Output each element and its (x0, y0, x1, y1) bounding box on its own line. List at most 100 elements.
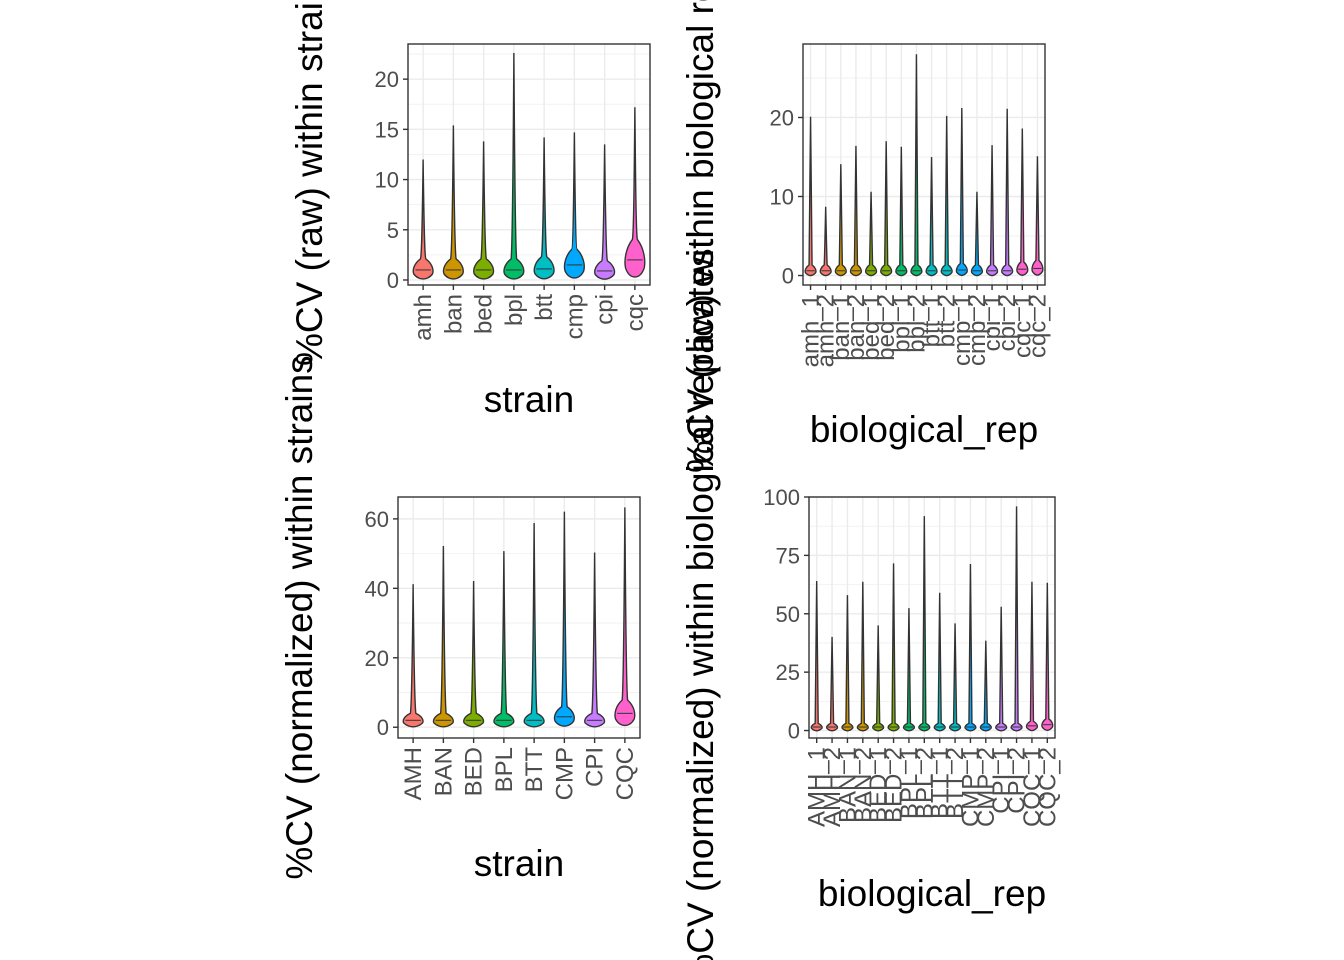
y-tick-label: 40 (365, 576, 389, 601)
y-tick-label: 0 (788, 719, 800, 744)
y-tick-label: 20 (375, 67, 399, 92)
y-tick-label: 25 (776, 660, 800, 685)
violin-BPL_1 (902, 608, 916, 732)
x-axis-title: strain (474, 843, 564, 884)
violin-CMP (553, 511, 575, 727)
x-tick-label-CQC_1: CQC_1 (1019, 747, 1046, 827)
violin-AMH (402, 584, 424, 728)
x-tick-label-CQC_2: CQC_2 (1034, 747, 1061, 827)
x-tick-label-bed_2: bed_2 (873, 294, 900, 361)
x-tick-label-cqc_2: cqc_2 (1024, 294, 1051, 358)
x-tick-label-CQC: CQC (612, 747, 639, 800)
y-tick-label: 0 (377, 715, 389, 740)
x-tick-label-cmp_2: cmp_2 (964, 294, 991, 366)
panel-raw-biological-rep: 0 10 20 amh_1amh_2ban_1ban_2bed_1bed_2bpl_1… (680, 0, 1051, 473)
violin-BED_2 (887, 563, 900, 732)
x-tick-label-AMH_2: AMH_2 (819, 747, 846, 827)
violin-ban (442, 125, 464, 280)
violin-BTT_1 (933, 592, 946, 732)
x-tick-label-BED: BED (461, 747, 488, 796)
x-tick-label-bpl_2: bpl_2 (903, 294, 930, 353)
x-tick-label-cpi: cpi (592, 294, 619, 325)
y-tick-label: 100 (763, 485, 800, 510)
violin-amh (412, 159, 434, 280)
x-tick-label-btt_1: btt_1 (919, 294, 946, 347)
violin-cqc_1 (1016, 128, 1029, 276)
y-axis-title: %CV (raw) within strains (289, 0, 330, 366)
x-tick-label-BED_1: BED_1 (865, 747, 892, 823)
y-tick-label: 10 (375, 168, 399, 193)
violin-bpl_1 (895, 146, 908, 277)
x-tick-label-BPL_2: BPL_2 (911, 747, 938, 819)
x-tick-label-BTT_1: BTT_1 (927, 747, 954, 819)
x-tick-label-BPL_1: BPL_1 (896, 747, 923, 819)
x-tick-label-CMP_1: CMP_1 (957, 747, 984, 827)
x-tick-label-bpl_1: bpl_1 (888, 294, 915, 353)
x-tick-label-BED_2: BED_2 (881, 747, 908, 823)
violin-cmp_2 (970, 191, 984, 277)
violin-btt_2 (940, 115, 953, 277)
panel-normalized-biological-rep: 0 25 50 75 100 AMH_1AMH_2BAN_1BAN_2BED_1BED_2… (680, 248, 1061, 960)
violin-cqc_2 (1031, 156, 1044, 276)
violin-BAN (432, 545, 454, 728)
y-tick-label: 20 (365, 646, 389, 671)
violin-bpl (503, 53, 525, 280)
x-tick-label-cmp_1: cmp_1 (949, 294, 976, 366)
x-tick-label-ban_2: ban_2 (843, 294, 870, 361)
panel-border (808, 496, 1056, 739)
violin-CPI (584, 552, 606, 728)
x-tick-label-cqc_1: cqc_1 (1009, 294, 1036, 358)
violin-cpi_2 (1001, 108, 1014, 277)
x-tick-label-bpl: bpl (501, 294, 528, 326)
violin-AMH_2 (825, 636, 839, 732)
y-tick-label: 15 (375, 117, 399, 142)
x-tick-label-BAN_1: BAN_1 (834, 747, 861, 823)
violin-btt_1 (925, 156, 938, 277)
y-axis-title: %CV (normalized) within strains (279, 355, 320, 879)
x-axis-title: biological_rep (818, 873, 1046, 914)
x-tick-label-AMH: AMH (400, 747, 427, 800)
violin-BPL_2 (918, 516, 931, 732)
violin-BTT_2 (948, 623, 962, 732)
violin-ban_2 (849, 145, 863, 277)
y-axis-title: %CV (raw) within biological replicates (680, 0, 721, 473)
x-tick-label-CMP_2: CMP_2 (973, 747, 1000, 827)
panel-border (397, 496, 641, 739)
panel-border (802, 43, 1046, 286)
x-tick-label-BAN: BAN (430, 747, 457, 796)
violin-CPI_2 (1010, 506, 1023, 732)
x-tick-label-ban_1: ban_1 (828, 294, 855, 361)
x-tick-label-amh: amh (410, 294, 437, 341)
violin-bed_1 (864, 191, 878, 277)
violin-bpl_2 (910, 54, 923, 277)
x-tick-label-AMH_1: AMH_1 (804, 747, 831, 827)
violin-AMH_1 (810, 581, 823, 732)
x-tick-label-btt: btt (531, 294, 558, 321)
x-tick-label-BPL: BPL (491, 747, 518, 792)
violin-CPI_1 (995, 606, 1008, 732)
x-tick-label-CMP: CMP (551, 747, 578, 800)
x-tick-label-amh_2: amh_2 (813, 294, 840, 367)
x-tick-label-cmp: cmp (561, 294, 588, 339)
violin-cqc (624, 107, 646, 278)
violin-BTT (523, 523, 545, 728)
y-tick-label: 0 (782, 264, 794, 289)
y-tick-label: 20 (770, 105, 794, 130)
panel-normalized-strain: 0 20 40 60 AMH BAN BED BPL BTT CMP CPI CQC strain %CV… (279, 355, 641, 884)
x-tick-label-CPI_2: CPI_2 (1004, 747, 1031, 814)
violin-CQC (614, 507, 636, 727)
plot-area (398, 497, 640, 738)
violin-CMP_2 (979, 640, 992, 732)
violin-BED (463, 581, 485, 728)
violin-amh_2 (819, 206, 832, 277)
violin-cmp_1 (955, 107, 968, 277)
x-tick-label-amh_1: amh_1 (798, 294, 825, 367)
plot-area (408, 44, 650, 285)
violin-cpi (594, 144, 616, 280)
violin-BAN_2 (856, 581, 869, 732)
violin-cpi_1 (985, 145, 999, 277)
x-tick-label-cqc: cqc (622, 294, 649, 331)
violin-BPL (493, 551, 515, 728)
y-tick-label: 10 (770, 185, 794, 210)
